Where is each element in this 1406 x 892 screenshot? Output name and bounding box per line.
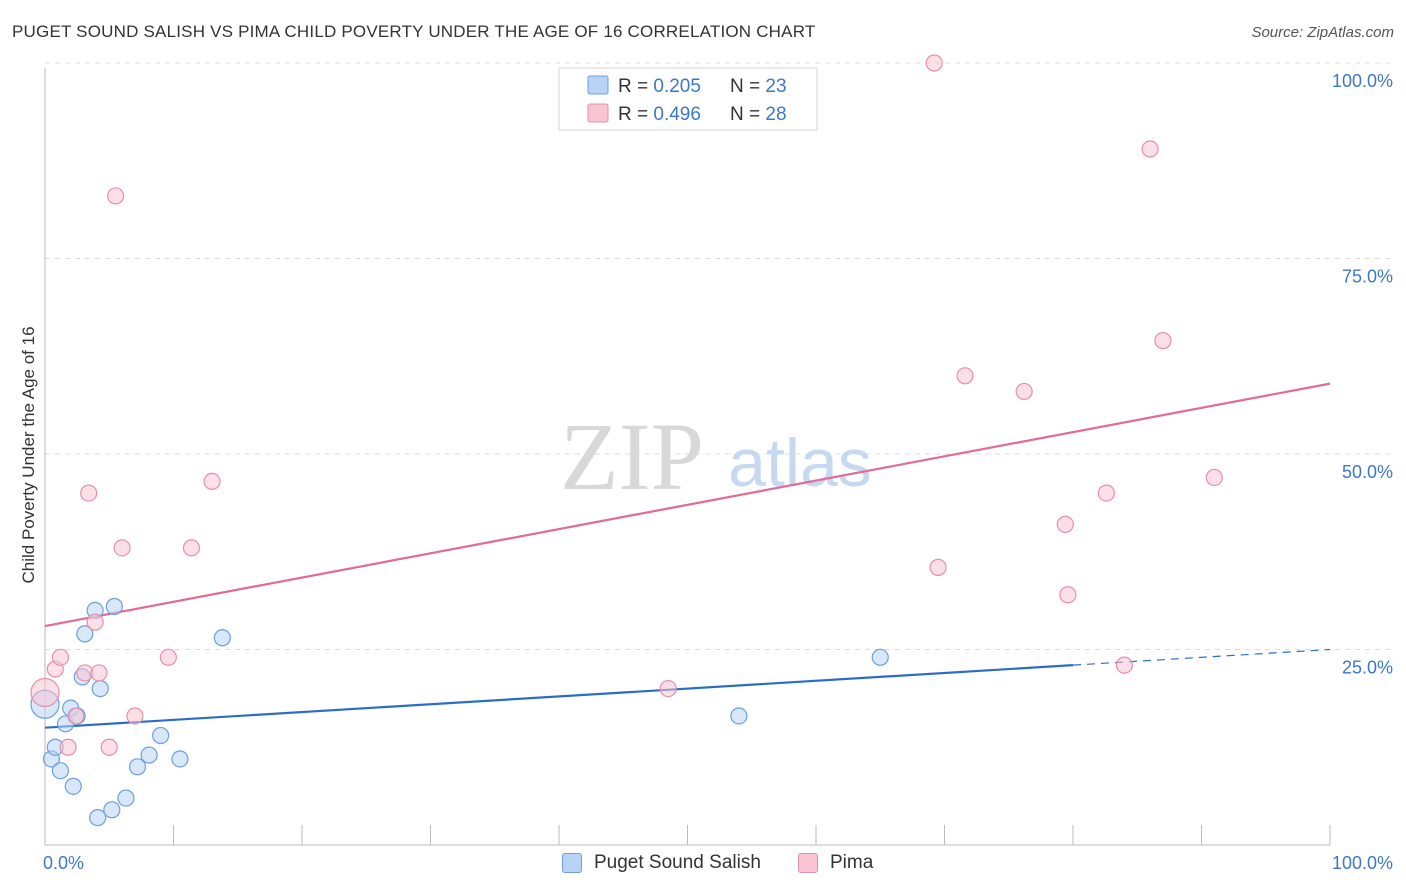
legend-swatch-blue: [562, 853, 582, 873]
pima-point: [51, 648, 70, 666]
pima-point: [1056, 515, 1074, 533]
pima-point: [107, 187, 125, 205]
pima-point: [1097, 484, 1116, 502]
pima-point: [659, 679, 677, 698]
pima-point: [90, 664, 108, 682]
trend-lines: [44, 382, 1331, 729]
salish-point: [76, 625, 94, 643]
series-legend: Puget Sound Salish Pima: [0, 850, 1406, 878]
y-tick-label: 50.0%: [1342, 462, 1393, 482]
legend-item-puget-sound-salish: Puget Sound Salish: [562, 852, 761, 874]
pima-point: [1154, 332, 1172, 350]
pima-point: [1141, 140, 1159, 158]
legend-n-label: N =: [730, 104, 765, 125]
legend-r-value: 0.496: [653, 104, 701, 125]
legend-label-puget-sound-salish: Puget Sound Salish: [594, 852, 761, 873]
legend-n-value: 23: [765, 76, 786, 97]
pima-point: [203, 472, 221, 490]
salish-point: [91, 679, 109, 698]
y-tick-label: 25.0%: [1342, 658, 1393, 678]
salish-point: [89, 809, 107, 827]
pima-point: [1205, 468, 1223, 487]
stats-legend: R = 0.205 N = 23 R = 0.496 N = 28: [558, 67, 818, 131]
salish-trend-line: [44, 664, 1074, 729]
data-points: [30, 54, 1223, 827]
salish-point: [871, 648, 889, 666]
salish-trend-extension: [1072, 648, 1331, 666]
pima-point: [929, 558, 947, 576]
tick-labels: 25.0% 50.0% 75.0% 100.0% 0.0% 100.0%: [43, 71, 1393, 873]
pima-point: [159, 648, 177, 666]
pima-point: [100, 738, 118, 756]
pima-point: [182, 539, 201, 557]
y-tick-label: 75.0%: [1342, 267, 1393, 287]
svg-text:R = 0.205: R = 0.205: [618, 76, 701, 97]
pima-point: [1015, 382, 1033, 401]
svg-text:R = 0.496: R = 0.496: [618, 104, 701, 125]
legend-r-value: 0.205: [653, 76, 701, 97]
svg-text:N = 28: N = 28: [730, 104, 787, 125]
legend-r-label: R =: [618, 76, 653, 97]
pima-trend-line: [44, 382, 1331, 628]
grid-lines: [45, 62, 1395, 650]
salish-point: [128, 758, 147, 776]
chart-source: Source: ZipAtlas.com: [1251, 24, 1394, 41]
y-axis-label: Child Poverty Under the Age of 16: [19, 326, 38, 583]
pima-point: [67, 707, 85, 725]
salish-point: [103, 801, 121, 819]
legend-n-value: 28: [765, 104, 786, 125]
chart-title: PUGET SOUND SALISH VS PIMA CHILD POVERTY…: [12, 22, 816, 41]
x-tick-label: 100.0%: [1332, 853, 1393, 873]
salish-point: [51, 762, 70, 780]
x-tick-label: 0.0%: [43, 853, 84, 873]
salish-point: [64, 777, 82, 795]
legend-r-label: R =: [618, 104, 653, 125]
legend-n-label: N =: [730, 76, 765, 97]
pima-point: [1059, 586, 1077, 604]
salish-point: [171, 750, 189, 768]
watermark-atlas: atlas: [728, 425, 872, 501]
pima-point: [59, 738, 77, 756]
salish-point: [730, 707, 748, 725]
pima-point: [956, 367, 974, 385]
salish-point: [213, 629, 231, 647]
svg-text:N = 23: N = 23: [730, 76, 787, 97]
watermark-zip: ZIP: [560, 403, 704, 510]
y-tick-label: 100.0%: [1332, 71, 1393, 91]
salish-point: [152, 726, 170, 745]
legend-swatch-pink: [587, 103, 609, 123]
axes: [44, 68, 1331, 846]
salish-point: [140, 746, 158, 764]
legend-swatch-blue: [587, 75, 609, 95]
salish-point: [105, 597, 123, 616]
pima-point: [113, 539, 131, 557]
legend-label-pima: Pima: [830, 852, 874, 873]
pima-point: [126, 707, 144, 725]
pima-point: [925, 54, 943, 72]
salish-point: [117, 789, 135, 807]
pima-point: [1115, 656, 1134, 674]
legend-item-pima: Pima: [798, 852, 873, 874]
pima-point: [86, 613, 104, 631]
pima-point: [30, 677, 60, 708]
legend-swatch-pink: [798, 853, 818, 873]
pima-point: [80, 484, 98, 502]
